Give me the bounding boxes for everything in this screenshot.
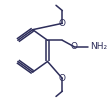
Text: NH₂: NH₂ (90, 42, 107, 51)
Text: O: O (59, 19, 66, 28)
Text: O: O (59, 74, 66, 83)
Text: O: O (71, 42, 78, 51)
